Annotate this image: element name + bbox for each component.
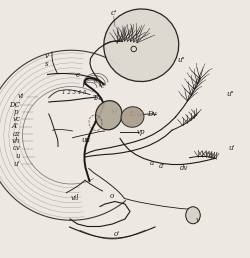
Text: u': u'	[13, 159, 20, 167]
Text: c': c'	[110, 9, 117, 17]
Text: H: H	[110, 108, 117, 116]
Text: o': o'	[114, 230, 120, 238]
Text: vi: vi	[18, 93, 25, 101]
Text: 1 2 3 4 5: 1 2 3 4 5	[62, 90, 86, 94]
Text: c': c'	[94, 79, 99, 84]
Ellipse shape	[96, 101, 122, 130]
Text: s: s	[44, 60, 48, 69]
Text: TA: TA	[92, 94, 102, 102]
Text: o: o	[110, 192, 114, 200]
Ellipse shape	[186, 207, 200, 224]
Text: DC: DC	[10, 101, 20, 109]
Text: u: u	[15, 152, 20, 160]
Text: Dv: Dv	[147, 110, 157, 118]
Text: L: L	[129, 110, 134, 118]
Text: vil: vil	[70, 195, 79, 203]
Text: P: P	[93, 116, 98, 124]
Text: vc: vc	[12, 115, 20, 123]
Text: a: a	[150, 159, 154, 167]
Ellipse shape	[104, 9, 179, 82]
Text: v: v	[44, 52, 48, 60]
Ellipse shape	[121, 107, 144, 127]
Text: cv: cv	[12, 144, 20, 152]
Text: A': A'	[12, 123, 18, 131]
Text: az: az	[12, 130, 20, 138]
Text: u': u'	[228, 144, 234, 152]
Text: vh: vh	[12, 137, 20, 145]
Text: dv: dv	[180, 164, 189, 172]
Text: u": u"	[178, 55, 185, 63]
Text: vp: vp	[136, 128, 145, 136]
Text: c": c"	[100, 85, 107, 90]
Text: v: v	[196, 215, 200, 223]
Text: a': a'	[159, 162, 165, 170]
Text: c: c	[76, 71, 80, 79]
Text: uu: uu	[82, 136, 91, 144]
Text: u": u"	[226, 90, 234, 98]
Text: p: p	[14, 108, 18, 116]
